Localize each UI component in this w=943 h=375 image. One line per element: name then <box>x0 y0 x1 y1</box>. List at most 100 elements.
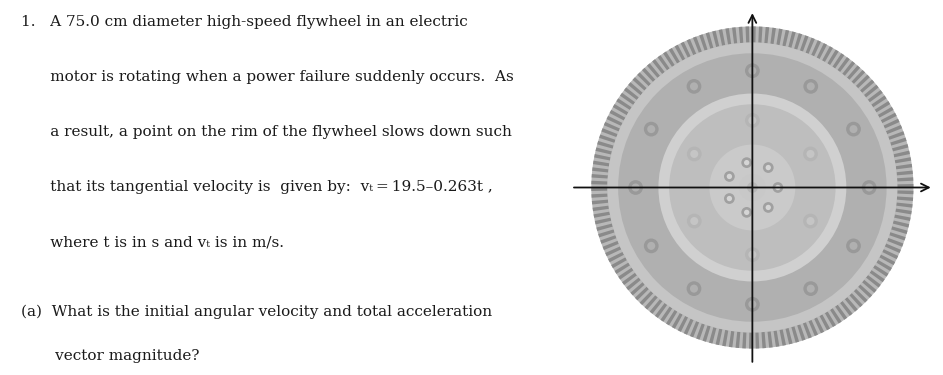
Polygon shape <box>893 151 910 157</box>
Polygon shape <box>887 238 903 247</box>
Polygon shape <box>620 93 635 105</box>
Polygon shape <box>591 188 607 191</box>
Polygon shape <box>606 116 622 126</box>
Polygon shape <box>753 26 755 43</box>
Polygon shape <box>884 119 900 129</box>
Polygon shape <box>635 287 649 300</box>
Polygon shape <box>674 45 686 60</box>
Polygon shape <box>875 101 890 112</box>
Polygon shape <box>776 28 783 45</box>
Circle shape <box>744 210 750 215</box>
Text: where t is in s and vₜ is in m/s.: where t is in s and vₜ is in m/s. <box>21 235 284 249</box>
Polygon shape <box>817 43 827 59</box>
Polygon shape <box>595 217 611 224</box>
Circle shape <box>806 217 815 225</box>
Circle shape <box>690 82 698 90</box>
Polygon shape <box>797 324 805 340</box>
Polygon shape <box>827 50 838 65</box>
Circle shape <box>628 180 643 195</box>
Polygon shape <box>598 230 615 237</box>
Polygon shape <box>687 39 696 55</box>
Polygon shape <box>835 305 847 320</box>
Circle shape <box>687 147 702 161</box>
Polygon shape <box>639 291 653 305</box>
Polygon shape <box>833 53 844 69</box>
Polygon shape <box>657 55 670 70</box>
Polygon shape <box>746 27 750 43</box>
Polygon shape <box>768 331 772 348</box>
Polygon shape <box>873 265 888 277</box>
Polygon shape <box>802 322 812 339</box>
Polygon shape <box>597 141 614 148</box>
Polygon shape <box>633 77 647 91</box>
Polygon shape <box>593 160 609 166</box>
Polygon shape <box>604 122 620 131</box>
Text: (a)  What is the initial angular velocity and total acceleration: (a) What is the initial angular velocity… <box>21 305 492 320</box>
Polygon shape <box>880 255 895 265</box>
Polygon shape <box>883 249 898 259</box>
Polygon shape <box>650 299 662 314</box>
Polygon shape <box>866 275 881 288</box>
Polygon shape <box>788 32 796 48</box>
Polygon shape <box>773 330 779 347</box>
Polygon shape <box>890 138 906 146</box>
Polygon shape <box>886 125 902 134</box>
Polygon shape <box>716 328 722 345</box>
Circle shape <box>806 150 815 158</box>
Polygon shape <box>624 87 638 100</box>
Polygon shape <box>896 164 912 170</box>
Circle shape <box>749 67 756 75</box>
Circle shape <box>846 238 861 253</box>
Circle shape <box>727 174 732 179</box>
Text: a result, a point on the rim of the flywheel slows down such: a result, a point on the rim of the flyw… <box>21 125 511 139</box>
Polygon shape <box>853 289 868 303</box>
Polygon shape <box>628 82 642 95</box>
Text: motor is rotating when a power failure suddenly occurs.  As: motor is rotating when a power failure s… <box>21 70 513 84</box>
Polygon shape <box>732 27 737 44</box>
Text: vector magnitude?: vector magnitude? <box>21 349 199 363</box>
Circle shape <box>745 113 760 128</box>
Polygon shape <box>897 190 914 194</box>
Polygon shape <box>845 297 858 312</box>
Polygon shape <box>842 61 855 76</box>
Polygon shape <box>596 147 612 154</box>
Circle shape <box>850 242 857 250</box>
Polygon shape <box>719 29 725 46</box>
Circle shape <box>865 183 873 192</box>
Polygon shape <box>894 214 911 221</box>
Polygon shape <box>601 235 617 244</box>
Polygon shape <box>895 209 912 214</box>
Polygon shape <box>725 28 731 45</box>
Polygon shape <box>869 270 885 282</box>
Polygon shape <box>897 177 913 182</box>
Circle shape <box>687 79 702 94</box>
Polygon shape <box>693 36 702 53</box>
Circle shape <box>862 180 877 195</box>
Polygon shape <box>669 48 680 64</box>
Polygon shape <box>822 46 833 62</box>
Polygon shape <box>858 284 872 298</box>
Circle shape <box>749 116 756 124</box>
Polygon shape <box>895 157 911 164</box>
Circle shape <box>803 281 819 296</box>
Circle shape <box>741 157 753 168</box>
Polygon shape <box>599 135 616 143</box>
Polygon shape <box>703 326 711 342</box>
Polygon shape <box>893 220 909 228</box>
Circle shape <box>690 217 698 225</box>
Polygon shape <box>811 40 821 56</box>
Circle shape <box>745 297 760 312</box>
Polygon shape <box>605 246 621 256</box>
Text: that its tangential velocity is  given by:  vₜ = 19.5–0.263t ,: that its tangential velocity is given by… <box>21 180 492 194</box>
Circle shape <box>744 160 750 165</box>
Circle shape <box>739 174 766 201</box>
Polygon shape <box>864 85 879 98</box>
Polygon shape <box>700 34 707 51</box>
Polygon shape <box>660 306 672 322</box>
Polygon shape <box>765 27 769 44</box>
Circle shape <box>632 183 639 192</box>
Polygon shape <box>594 154 610 160</box>
Circle shape <box>687 281 702 296</box>
Circle shape <box>658 93 846 282</box>
Polygon shape <box>637 72 651 86</box>
